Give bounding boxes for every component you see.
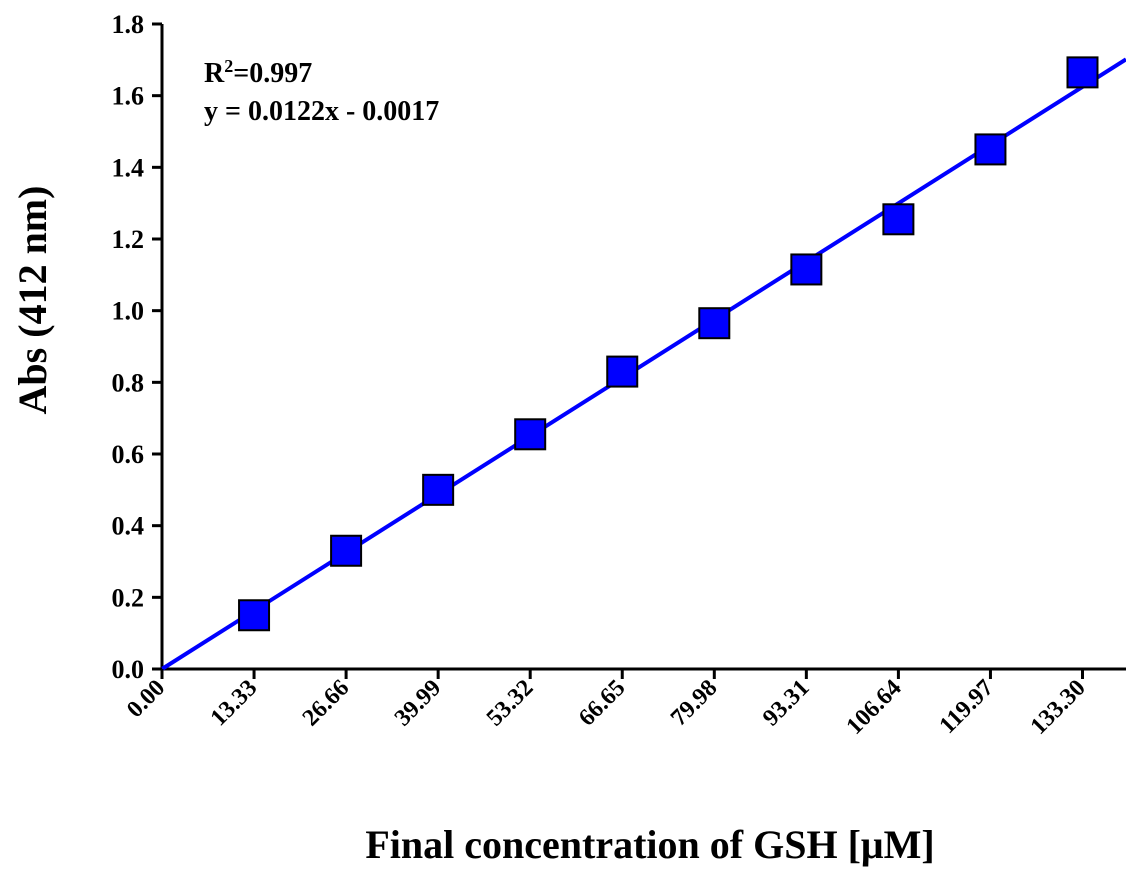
data-point — [330, 534, 363, 567]
trendline-group — [160, 57, 1126, 671]
data-point — [882, 203, 915, 236]
y-tick-label: 0.8 — [112, 368, 145, 397]
x-tick-label: 133.30 — [1026, 675, 1091, 740]
y-tick-labels: 0.0 0.2 0.4 0.6 0.8 1.0 1.2 1.4 1.6 1.8 — [112, 10, 162, 684]
y-tick-label: 1.2 — [112, 225, 145, 254]
data-point — [514, 418, 547, 451]
y-tick-label: 1.8 — [112, 10, 145, 39]
x-tick-label: 106.64 — [842, 675, 907, 740]
data-point — [606, 355, 639, 388]
y-tick-label: 0.4 — [112, 512, 145, 541]
y-axis-title: Abs (412 nm) — [10, 186, 55, 415]
x-axis-title: Final concentration of GSH [μM] — [365, 822, 934, 867]
y-tick-label: 1.4 — [112, 153, 145, 182]
y-tick-label: 1.0 — [112, 297, 145, 326]
data-point — [698, 307, 731, 340]
x-tick-label: 53.32 — [482, 675, 539, 732]
data-point — [238, 599, 271, 632]
y-tick-label: 0.6 — [112, 440, 145, 469]
data-point — [790, 253, 823, 286]
x-tick-label: 93.31 — [758, 675, 815, 732]
x-tick-label: 119.97 — [935, 675, 999, 739]
data-point — [1066, 56, 1099, 89]
data-points — [238, 56, 1099, 632]
data-point — [974, 133, 1007, 166]
x-tick-label: 26.66 — [298, 675, 355, 732]
x-tick-labels: 0.00 13.33 26.66 39.99 53.32 66.65 79.98 93.31 1… — [122, 669, 1091, 740]
y-tick-label: 0.0 — [112, 655, 145, 684]
r-squared-annotation: R2=0.997 — [204, 56, 312, 89]
y-tick-label: 0.2 — [112, 583, 145, 612]
x-tick-label: 66.65 — [574, 675, 631, 732]
trendline — [160, 57, 1126, 671]
x-tick-label: 79.98 — [666, 675, 723, 732]
x-tick-label: 39.99 — [390, 675, 447, 732]
y-tick-label: 1.6 — [112, 82, 145, 111]
axes — [160, 24, 1126, 671]
x-tick-label: 13.33 — [206, 675, 263, 732]
data-point — [422, 473, 455, 506]
equation-annotation: y = 0.0122x - 0.0017 — [204, 96, 439, 127]
